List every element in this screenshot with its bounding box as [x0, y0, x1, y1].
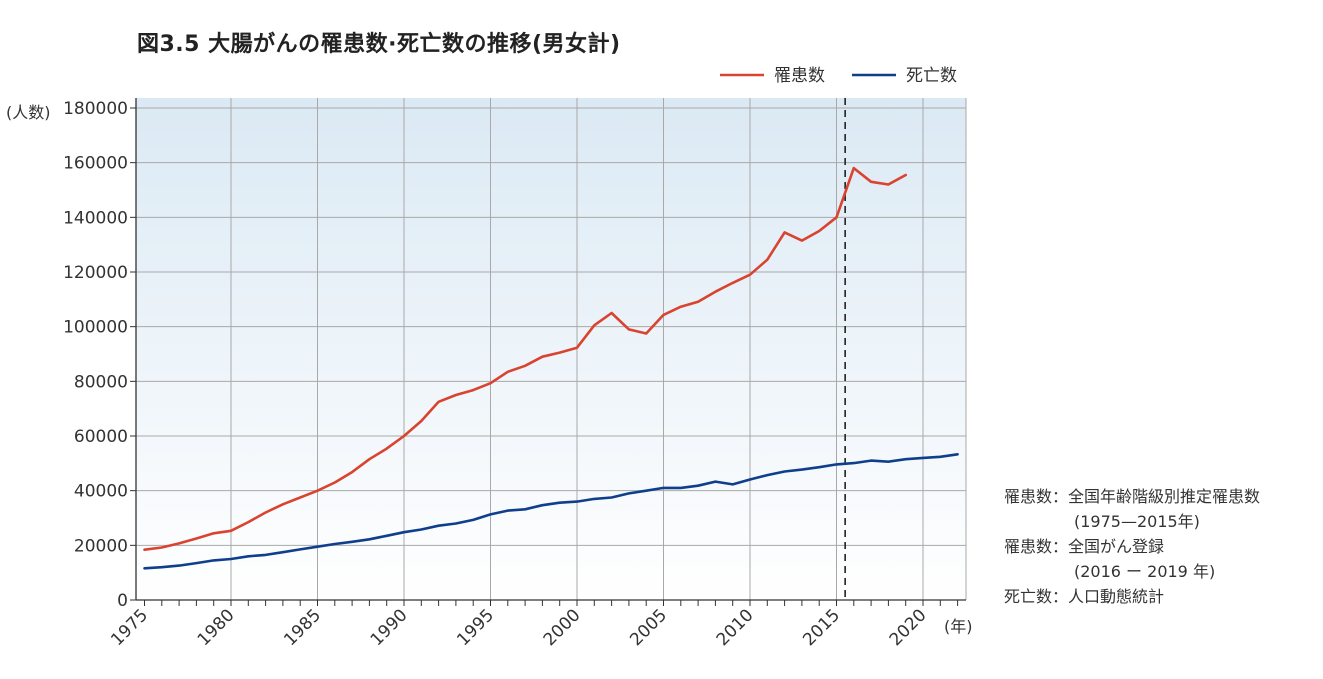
note-incidence-source-1: 罹患数：全国年齢階級別推定罹患数 [1004, 487, 1261, 506]
xtick-label-2015: 2015 [799, 605, 844, 650]
ytick-label-0: 0 [117, 591, 128, 611]
legend-label-incidence: 罹患数 [774, 66, 825, 86]
axes [135, 98, 966, 601]
ytick-label-40000: 40000 [74, 482, 128, 502]
note-incidence-period-1: (1975—2015年) [1074, 512, 1200, 531]
ytick-label-120000: 120000 [63, 263, 128, 283]
ytick-label-160000: 160000 [63, 154, 128, 174]
xtick-label-2000: 2000 [540, 605, 585, 650]
xtick-label-1975: 1975 [107, 605, 152, 650]
xtick-label-1980: 1980 [194, 605, 239, 650]
chart-title: 図3.5 大腸がんの罹患数·死亡数の推移(男女計) [137, 32, 621, 57]
ytick-label-80000: 80000 [74, 372, 128, 392]
x-minor-ticks [144, 600, 959, 606]
note-incidence-period-2: (2016 ー 2019 年) [1074, 562, 1216, 581]
xtick-label-2020: 2020 [886, 605, 931, 650]
ytick-label-60000: 60000 [74, 427, 128, 447]
y-axis-label: (人数) [6, 103, 51, 122]
xtick-label-1990: 1990 [367, 605, 412, 650]
x-tick-labels: 1975 1980 1985 1990 1995 2000 2005 2010 2015 2020 [107, 605, 930, 650]
vertical-gridlines [230, 98, 967, 600]
x-axis-label: (年) [944, 617, 973, 636]
ytick-label-20000: 20000 [74, 536, 128, 556]
ytick-label-140000: 140000 [63, 208, 128, 228]
plot-area [136, 98, 966, 600]
series-line-incidence [143, 166, 908, 552]
series-lines [143, 166, 959, 570]
note-mortality-source: 死亡数：人口動態統計 [1004, 587, 1165, 606]
legend: 罹患数 死亡数 [720, 66, 957, 86]
xtick-label-1985: 1985 [280, 605, 325, 650]
xtick-label-2010: 2010 [713, 605, 758, 650]
xtick-label-2005: 2005 [626, 605, 671, 650]
legend-label-mortality: 死亡数 [906, 66, 957, 86]
y-tick-labels: 0 20000 40000 60000 80000 100000 120000 140000 1… [63, 99, 128, 611]
ytick-label-180000: 180000 [63, 99, 128, 119]
horizontal-gridlines [130, 107, 966, 601]
xtick-label-1995: 1995 [453, 605, 498, 650]
ytick-label-100000: 100000 [63, 318, 128, 338]
note-incidence-source-2: 罹患数：全国がん登録 [1004, 537, 1165, 556]
series-line-mortality [143, 452, 959, 570]
